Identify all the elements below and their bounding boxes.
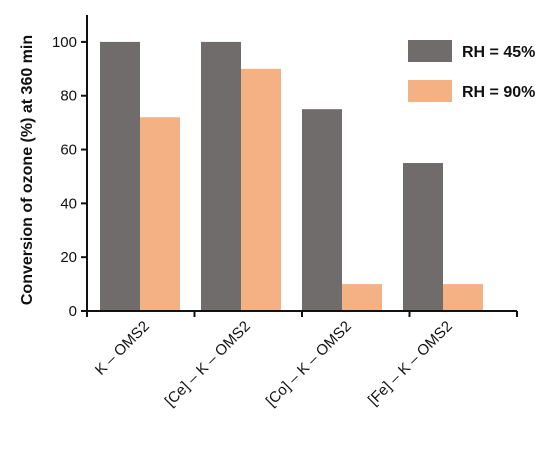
x-axis-category-labels: K – OMS2 [Ce] – K – OMS2 [Co] – K – OMS2 [F… bbox=[92, 318, 456, 410]
legend-label: RH = 45% bbox=[462, 44, 535, 61]
y-axis-title: Conversion of ozone (%) at 360 min bbox=[19, 35, 36, 305]
x-category-label: [Co] – K – OMS2 bbox=[263, 318, 355, 410]
y-tick-label: 20 bbox=[60, 249, 77, 266]
y-tick-label: 100 bbox=[52, 34, 77, 51]
bars bbox=[100, 41, 483, 312]
bar-rh45-2 bbox=[201, 41, 241, 312]
bar-rh90-2 bbox=[241, 68, 281, 312]
legend-swatch bbox=[408, 40, 452, 62]
y-tick-label: 80 bbox=[60, 88, 77, 105]
bar-rh45-4 bbox=[403, 163, 443, 311]
y-tick-label: 60 bbox=[60, 142, 77, 159]
x-category-label: K – OMS2 bbox=[92, 318, 153, 379]
x-category-label: [Fe] – K – OMS2 bbox=[365, 318, 456, 409]
bar-rh45-1 bbox=[100, 41, 140, 312]
legend-label: RH = 90% bbox=[462, 84, 535, 101]
bar-rh90-3 bbox=[342, 284, 382, 311]
y-tick-label: 40 bbox=[60, 195, 77, 212]
x-category-label: [Ce] – K – OMS2 bbox=[162, 318, 254, 410]
y-axis-ticks: 0 20 40 60 80 100 bbox=[52, 34, 87, 320]
legend: RH = 45% RH = 90% bbox=[408, 40, 535, 102]
bar-rh45-3 bbox=[302, 109, 342, 311]
legend-swatch bbox=[408, 80, 452, 102]
bar-rh90-1 bbox=[140, 117, 180, 311]
axes bbox=[86, 15, 518, 317]
y-tick-label: 0 bbox=[69, 303, 77, 320]
bar-rh90-4 bbox=[443, 284, 483, 311]
